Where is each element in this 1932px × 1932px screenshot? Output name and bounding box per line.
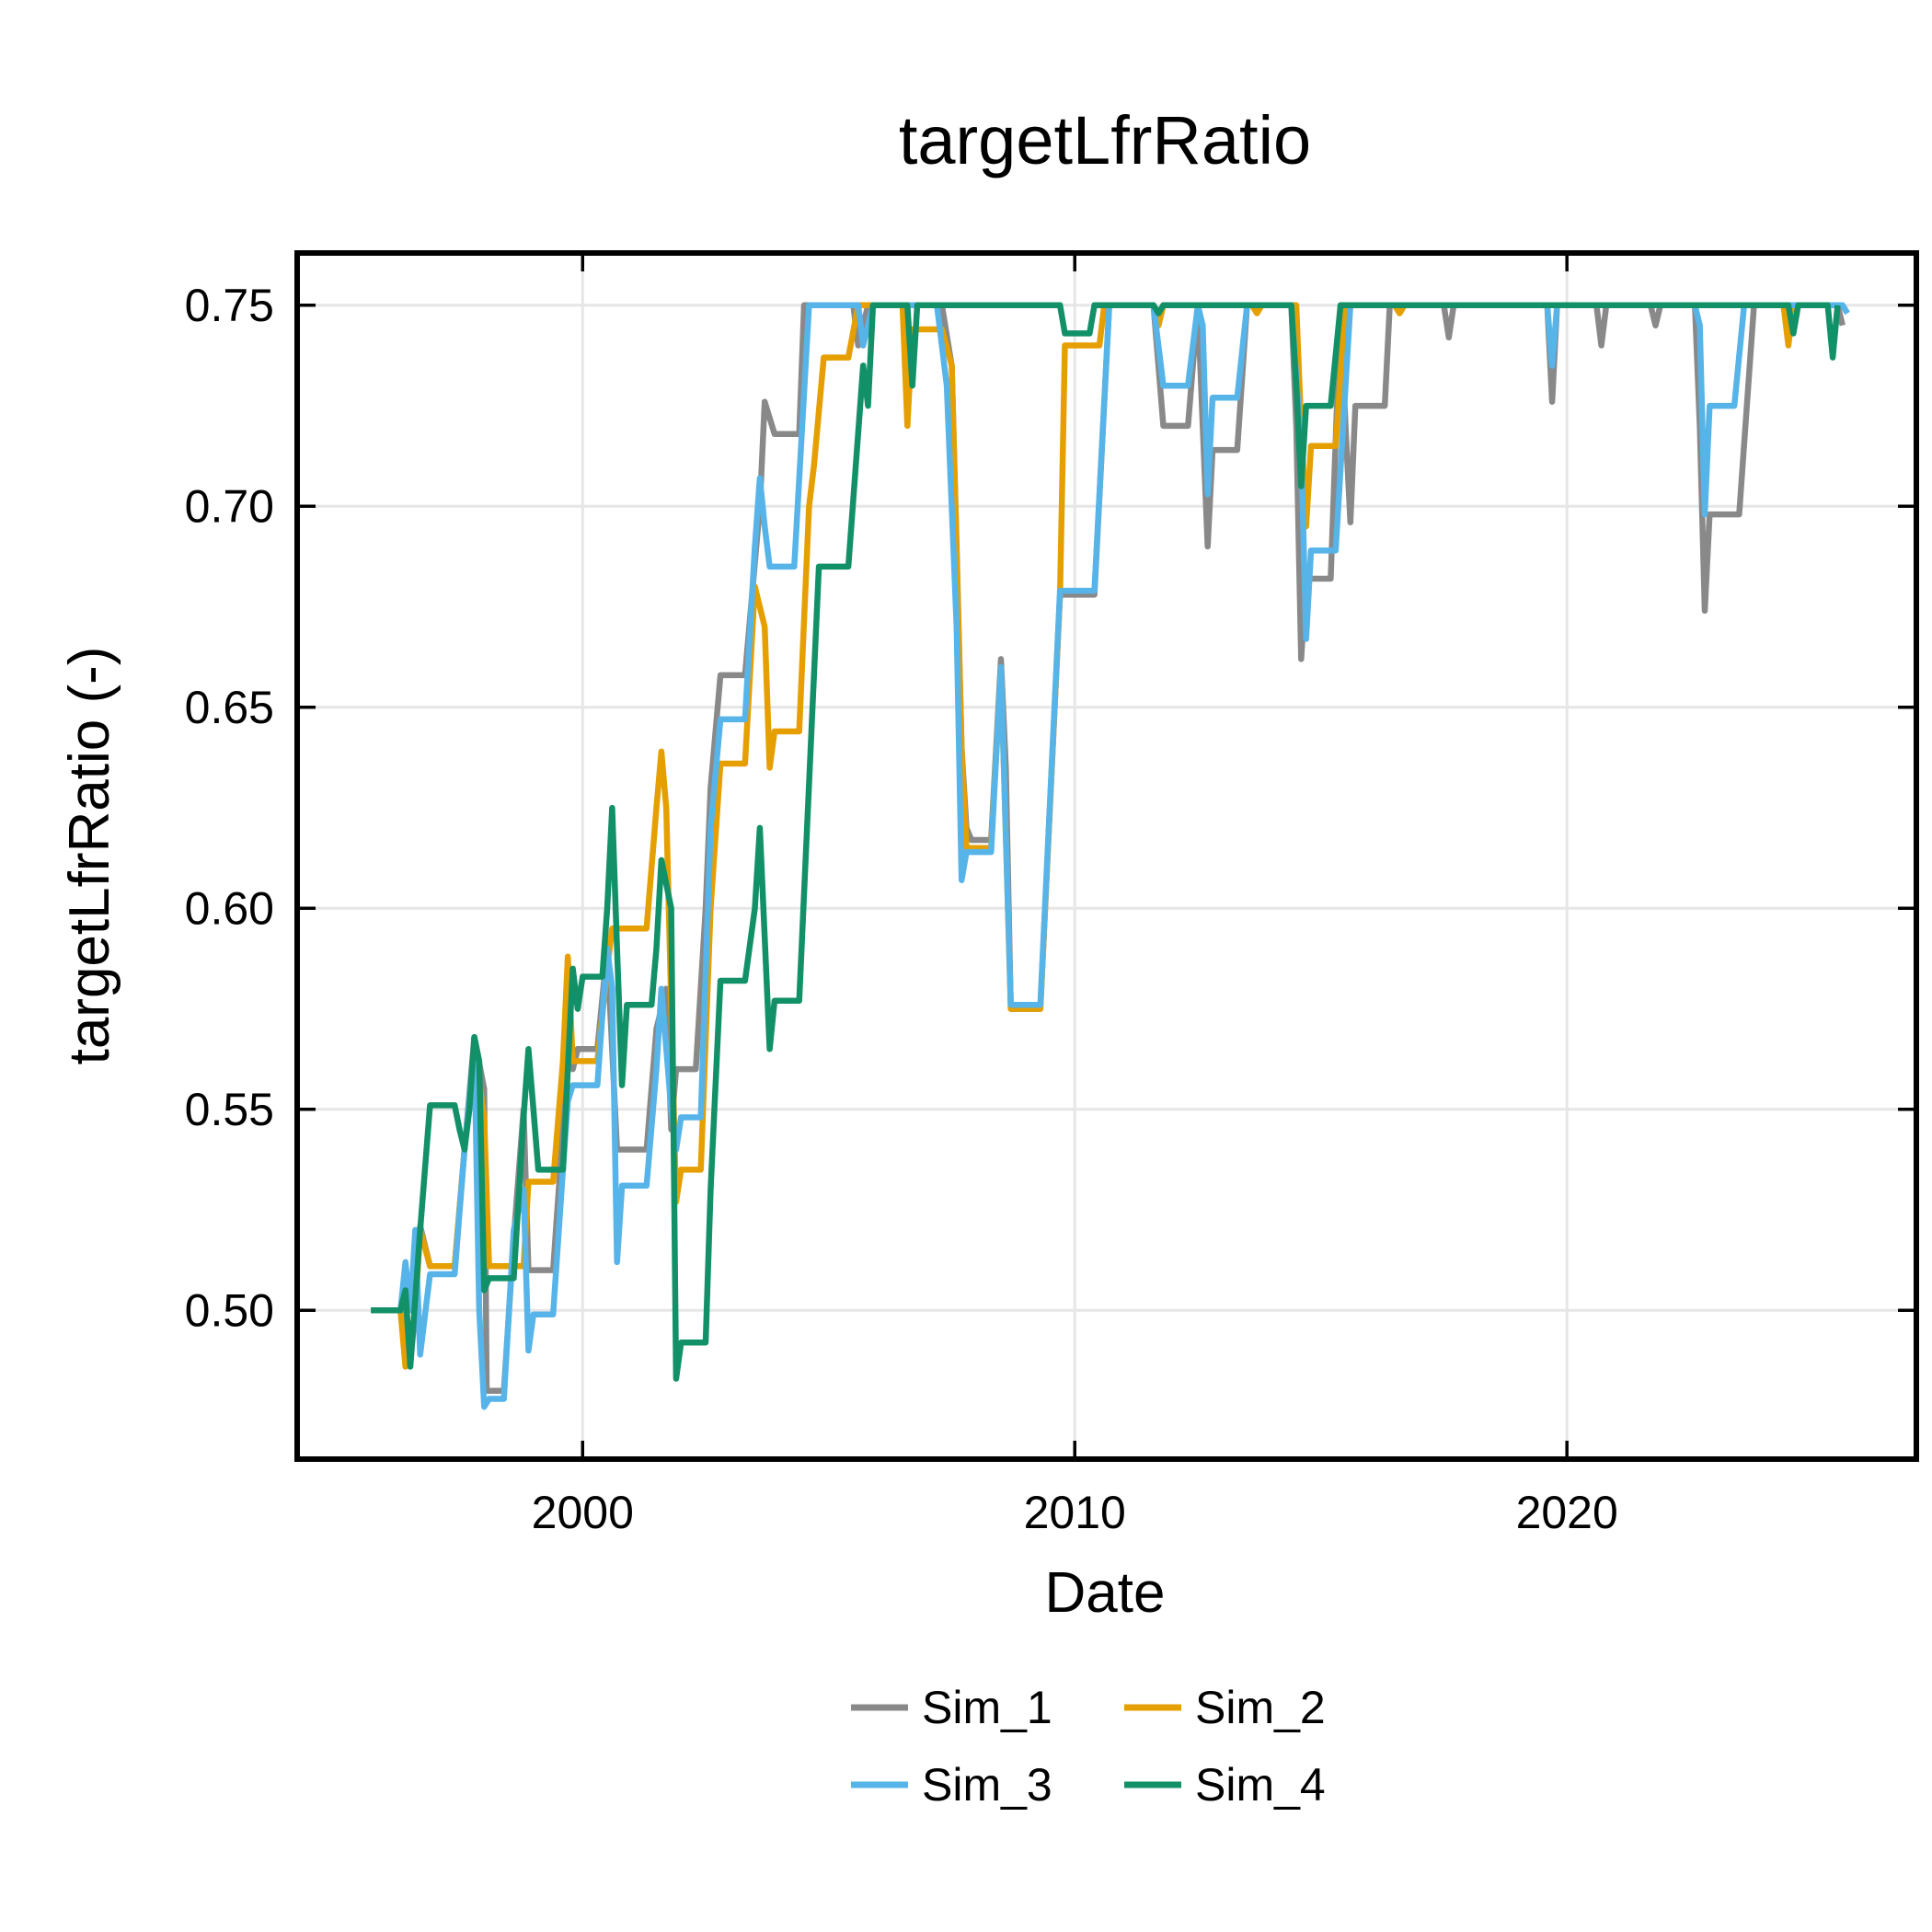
x-tick-label: 2020 [1516, 1487, 1618, 1538]
series-line-sim-3 [371, 302, 1850, 1410]
x-axis-label: Date [1045, 1561, 1166, 1625]
axis-ticks [297, 253, 1916, 1459]
series-lines [371, 302, 1850, 1410]
legend-label: Sim_1 [922, 1682, 1052, 1733]
y-tick-label: 0.70 [185, 480, 274, 532]
y-axis-label: targetLfrRatio (-) [58, 647, 121, 1065]
grid-lines [297, 253, 1916, 1459]
legend-label: Sim_4 [1195, 1759, 1326, 1811]
y-tick-label: 0.55 [185, 1084, 274, 1135]
y-tick-label: 0.65 [185, 682, 274, 733]
legend-label: Sim_3 [922, 1759, 1052, 1811]
legend: Sim_1 Sim_2 Sim_3 Sim_4 [851, 1682, 1326, 1811]
y-tick-labels: 0.50 0.55 0.60 0.65 0.70 0.75 [185, 280, 274, 1337]
legend-item: Sim_2 [1124, 1682, 1326, 1733]
series-line-sim-2 [371, 302, 1843, 1370]
x-tick-labels: 2000 2010 2020 [532, 1487, 1618, 1538]
legend-item: Sim_4 [1124, 1759, 1326, 1811]
x-tick-label: 2000 [532, 1487, 634, 1538]
series-line-sim-1 [371, 302, 1846, 1394]
legend-item: Sim_3 [851, 1759, 1052, 1811]
y-tick-label: 0.75 [185, 280, 274, 331]
y-tick-label: 0.60 [185, 882, 274, 934]
legend-item: Sim_1 [851, 1682, 1052, 1733]
chart-title: targetLfrRatio [899, 102, 1311, 178]
x-tick-label: 2010 [1024, 1487, 1126, 1538]
plot-frame [294, 250, 1919, 1462]
y-tick-label: 0.50 [185, 1284, 274, 1336]
series-line-sim-4 [371, 302, 1841, 1382]
legend-label: Sim_2 [1195, 1682, 1326, 1733]
